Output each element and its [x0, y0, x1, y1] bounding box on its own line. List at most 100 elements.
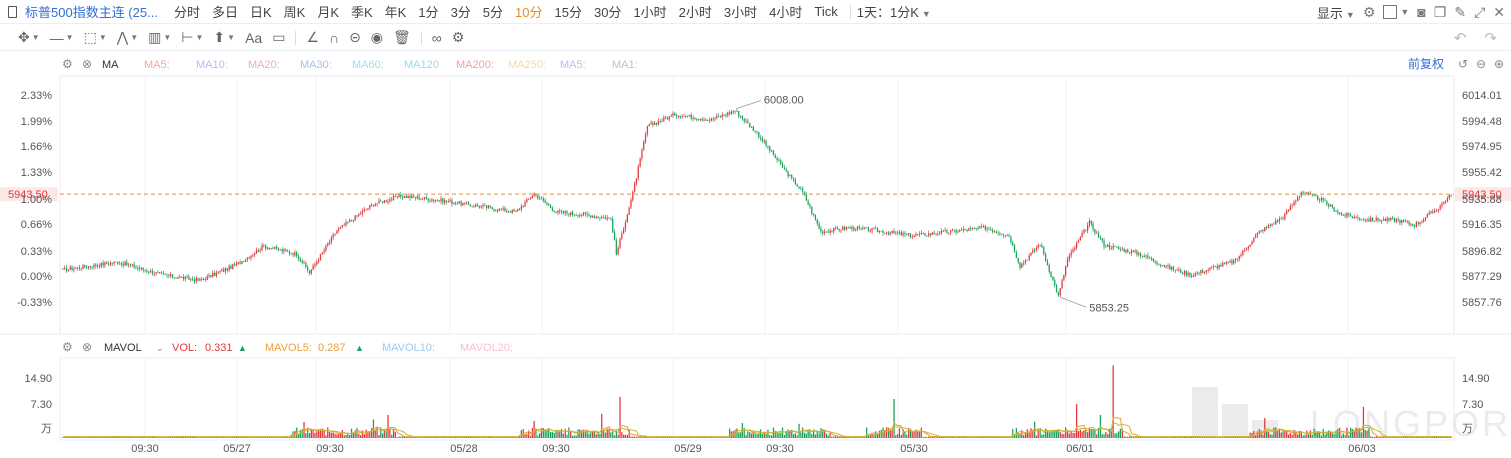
display-menu[interactable]: 显示 ▼	[1317, 3, 1355, 22]
camera-icon[interactable]: ◙	[1417, 4, 1426, 20]
symbol-selector[interactable]: 标普500指数主连 (25...	[25, 5, 158, 20]
fullscreen-icon[interactable]: ⤢	[1474, 4, 1486, 20]
candle-body	[442, 198, 444, 203]
timeframe-12[interactable]: 30分	[593, 5, 622, 20]
volume-bar	[789, 430, 791, 438]
sidebar-toggle-icon[interactable]	[8, 5, 17, 18]
timeframe-4[interactable]: 月K	[317, 5, 339, 20]
volume-bar	[1035, 435, 1038, 438]
timeframe-16[interactable]: 4小时	[769, 5, 803, 20]
up-arrow-icon: ▲	[238, 343, 247, 353]
timeframe-7[interactable]: 1分	[418, 5, 439, 20]
timeframe-5[interactable]: 季K	[350, 5, 373, 20]
candle-body	[1152, 258, 1154, 262]
settings-icon[interactable]: ⚙	[62, 57, 73, 71]
pen-tool[interactable]: ∠	[306, 29, 319, 46]
lock-tool[interactable]: ⊝	[349, 29, 361, 46]
volume-bar	[666, 437, 669, 438]
range-selector[interactable]: 1天：1分K ▼	[857, 2, 931, 21]
volume-bar	[623, 434, 625, 438]
text-tool[interactable]: Aa	[245, 30, 262, 46]
copy-icon[interactable]: ❐	[1433, 4, 1447, 20]
layout-menu[interactable]: ▼	[1383, 5, 1409, 19]
chart-canvas[interactable]: ⚙ ⊗ MA MA5: MA10: MA20: MA30: MA60: MA120 MA20…	[0, 52, 1511, 458]
measure-tool[interactable]: ⊢ ▼	[181, 29, 203, 46]
timeframe-9[interactable]: 5分	[482, 5, 504, 20]
toolbar-settings[interactable]: ⚙	[452, 29, 465, 46]
timeframe-6[interactable]: 年K	[384, 5, 407, 20]
volume-bar	[1103, 434, 1105, 438]
candle-body	[524, 202, 526, 207]
volume-bar	[845, 436, 848, 438]
candle-body	[308, 270, 311, 274]
volume-bar	[1350, 427, 1352, 438]
candle-body	[634, 183, 636, 192]
timeframe-3[interactable]: 周K	[283, 5, 306, 20]
indicator-name[interactable]: MA	[102, 59, 119, 71]
pattern-tool[interactable]: ⋀ ▼	[117, 29, 138, 46]
volume-bar	[1092, 429, 1094, 438]
volume-bar	[570, 431, 572, 438]
settings-icon[interactable]: ⚙	[62, 340, 73, 354]
candle-body	[566, 211, 568, 214]
volume-bar	[928, 436, 930, 438]
timeframe-10[interactable]: 10分	[515, 5, 543, 20]
eye-tool[interactable]: ◉	[371, 29, 383, 46]
candle-body	[588, 214, 590, 216]
volume-bar	[1434, 436, 1436, 438]
volume-bar	[562, 433, 564, 438]
arrow-tool[interactable]: ⬆ ▼	[213, 29, 235, 46]
volume-bar	[433, 436, 435, 438]
candle-body	[666, 118, 669, 120]
volume-bar	[844, 436, 846, 438]
timeframe-0[interactable]: 分时	[173, 5, 200, 20]
timeframe-11[interactable]: 15分	[554, 5, 582, 20]
rect-tool[interactable]: ⬚ ▼	[84, 29, 107, 46]
timeframe-2[interactable]: 日K	[249, 5, 272, 20]
settings-icon[interactable]: ⚙	[1362, 4, 1376, 20]
candle-body	[617, 247, 619, 255]
timeframe-14[interactable]: 2小时	[678, 5, 712, 20]
timeframe-17[interactable]: Tick	[814, 4, 838, 19]
volume-bar	[1185, 436, 1187, 438]
candle-body	[131, 264, 133, 266]
redo-icon[interactable]: ↷	[1484, 30, 1497, 47]
timeframe-8[interactable]: 3分	[450, 5, 471, 20]
volume-bar	[413, 436, 415, 438]
candle-body	[502, 208, 504, 210]
magnet-tool[interactable]: ∩	[329, 30, 339, 46]
timeframe-15[interactable]: 3小时	[723, 5, 758, 20]
volume-bar	[334, 433, 336, 438]
candle-body	[1315, 195, 1317, 197]
close-icon[interactable]: ⊗	[82, 340, 92, 354]
reset-icon[interactable]: ↺	[1458, 57, 1468, 71]
adjust-button[interactable]: 前复权	[1408, 56, 1444, 71]
zoom-out-icon[interactable]: ⊖	[1476, 57, 1486, 71]
zoom-in-icon[interactable]: ⊕	[1494, 57, 1504, 71]
close-icon[interactable]: ⊗	[82, 57, 92, 71]
pen-icon[interactable]: ✎	[1454, 4, 1467, 20]
chevron-down-icon[interactable]: ⌄	[156, 343, 164, 353]
candle-body	[1200, 270, 1202, 273]
candle-body	[453, 203, 455, 205]
crosshair-tool[interactable]: ✥ ▼	[18, 29, 40, 46]
candle-body	[305, 262, 307, 267]
comment-tool[interactable]: ▭	[272, 29, 285, 46]
candle-body	[244, 259, 247, 262]
close-icon[interactable]: ✕	[1493, 4, 1505, 20]
trash-tool[interactable]: 🗑	[393, 29, 411, 46]
timeframe-1[interactable]: 多日	[211, 5, 238, 20]
candle-body	[476, 204, 479, 207]
timeframe-13[interactable]: 1小时	[633, 5, 667, 20]
candle-body	[1309, 193, 1312, 195]
undo-icon[interactable]: ↶	[1453, 30, 1467, 47]
line-tool[interactable]: — ▼	[50, 30, 74, 46]
volume-bar	[792, 434, 795, 438]
volume-bar	[1255, 435, 1257, 438]
volume-bar	[511, 437, 513, 438]
candle-body	[409, 196, 411, 198]
link-tool[interactable]: ∞	[432, 30, 442, 46]
volume-bar	[1269, 434, 1271, 438]
chart-tool[interactable]: ▥ ▼	[148, 29, 171, 46]
volume-indicator-name[interactable]: MAVOL	[104, 342, 142, 354]
